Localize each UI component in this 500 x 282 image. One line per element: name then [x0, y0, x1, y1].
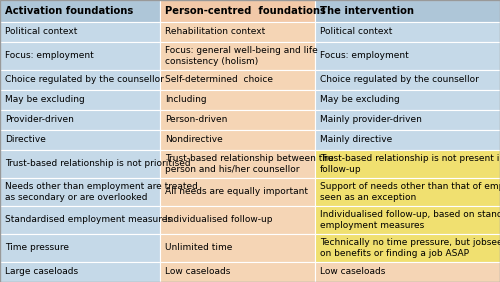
Bar: [160, 234, 315, 262]
Text: Low caseloads: Low caseloads: [165, 268, 230, 276]
Text: Focus: employment: Focus: employment: [320, 52, 409, 61]
Bar: [160, 90, 315, 110]
Text: Person-driven: Person-driven: [165, 116, 228, 124]
Bar: [315, 110, 500, 130]
Text: Activation foundations: Activation foundations: [5, 6, 133, 16]
Text: Political context: Political context: [5, 28, 78, 36]
Bar: [315, 262, 500, 282]
Text: Technically no time pressure, but jobseekers depend
on benefits or finding a job: Technically no time pressure, but jobsee…: [320, 238, 500, 258]
Bar: [160, 22, 315, 42]
Bar: [160, 262, 315, 282]
Bar: [0, 234, 160, 262]
Text: Trust-based relationship is not present in all cases of
follow-up: Trust-based relationship is not present …: [320, 154, 500, 174]
Bar: [160, 70, 315, 90]
Text: Choice regulated by the counsellor: Choice regulated by the counsellor: [320, 76, 479, 85]
Bar: [315, 22, 500, 42]
Bar: [0, 70, 160, 90]
Text: Time pressure: Time pressure: [5, 243, 69, 252]
Text: Including: Including: [165, 96, 206, 105]
Bar: [315, 0, 500, 22]
Text: May be excluding: May be excluding: [5, 96, 85, 105]
Bar: [315, 70, 500, 90]
Text: Focus: employment: Focus: employment: [5, 52, 94, 61]
Text: Focus: general well-being and life
consistency (holism): Focus: general well-being and life consi…: [165, 46, 318, 66]
Text: Provider-driven: Provider-driven: [5, 116, 74, 124]
Text: Low caseloads: Low caseloads: [320, 268, 386, 276]
Bar: [315, 150, 500, 178]
Bar: [315, 234, 500, 262]
Bar: [315, 206, 500, 234]
Bar: [0, 130, 160, 150]
Bar: [0, 110, 160, 130]
Text: Individualised follow-up: Individualised follow-up: [165, 215, 272, 224]
Text: Nondirective: Nondirective: [165, 135, 223, 144]
Text: Large caseloads: Large caseloads: [5, 268, 78, 276]
Bar: [315, 90, 500, 110]
Text: The intervention: The intervention: [320, 6, 414, 16]
Text: Mainly provider-driven: Mainly provider-driven: [320, 116, 422, 124]
Bar: [160, 178, 315, 206]
Text: May be excluding: May be excluding: [320, 96, 400, 105]
Bar: [0, 22, 160, 42]
Bar: [0, 0, 160, 22]
Bar: [315, 130, 500, 150]
Text: Political context: Political context: [320, 28, 392, 36]
Bar: [0, 42, 160, 70]
Text: Self-determined  choice: Self-determined choice: [165, 76, 273, 85]
Bar: [160, 206, 315, 234]
Text: Mainly directive: Mainly directive: [320, 135, 392, 144]
Text: All needs are equally important: All needs are equally important: [165, 188, 308, 197]
Text: Trust-based relationship is not prioritised: Trust-based relationship is not prioriti…: [5, 160, 190, 169]
Bar: [0, 90, 160, 110]
Bar: [315, 178, 500, 206]
Bar: [160, 110, 315, 130]
Text: Person-centred  foundations: Person-centred foundations: [165, 6, 326, 16]
Bar: [160, 0, 315, 22]
Text: Individualised follow-up, based on standardised
employment measures: Individualised follow-up, based on stand…: [320, 210, 500, 230]
Text: Support of needs other than that of employment is
seen as an exception: Support of needs other than that of empl…: [320, 182, 500, 202]
Text: Choice regulated by the counsellor: Choice regulated by the counsellor: [5, 76, 164, 85]
Text: Trust-based relationship between the
person and his/her counsellor: Trust-based relationship between the per…: [165, 154, 334, 174]
Text: Standardised employment measures: Standardised employment measures: [5, 215, 172, 224]
Bar: [0, 150, 160, 178]
Bar: [0, 262, 160, 282]
Bar: [0, 206, 160, 234]
Bar: [160, 150, 315, 178]
Bar: [315, 42, 500, 70]
Text: Unlimited time: Unlimited time: [165, 243, 232, 252]
Text: Needs other than employment are treated
as secondary or are overlooked: Needs other than employment are treated …: [5, 182, 198, 202]
Bar: [160, 130, 315, 150]
Bar: [0, 178, 160, 206]
Bar: [160, 42, 315, 70]
Text: Rehabilitation context: Rehabilitation context: [165, 28, 265, 36]
Text: Directive: Directive: [5, 135, 46, 144]
